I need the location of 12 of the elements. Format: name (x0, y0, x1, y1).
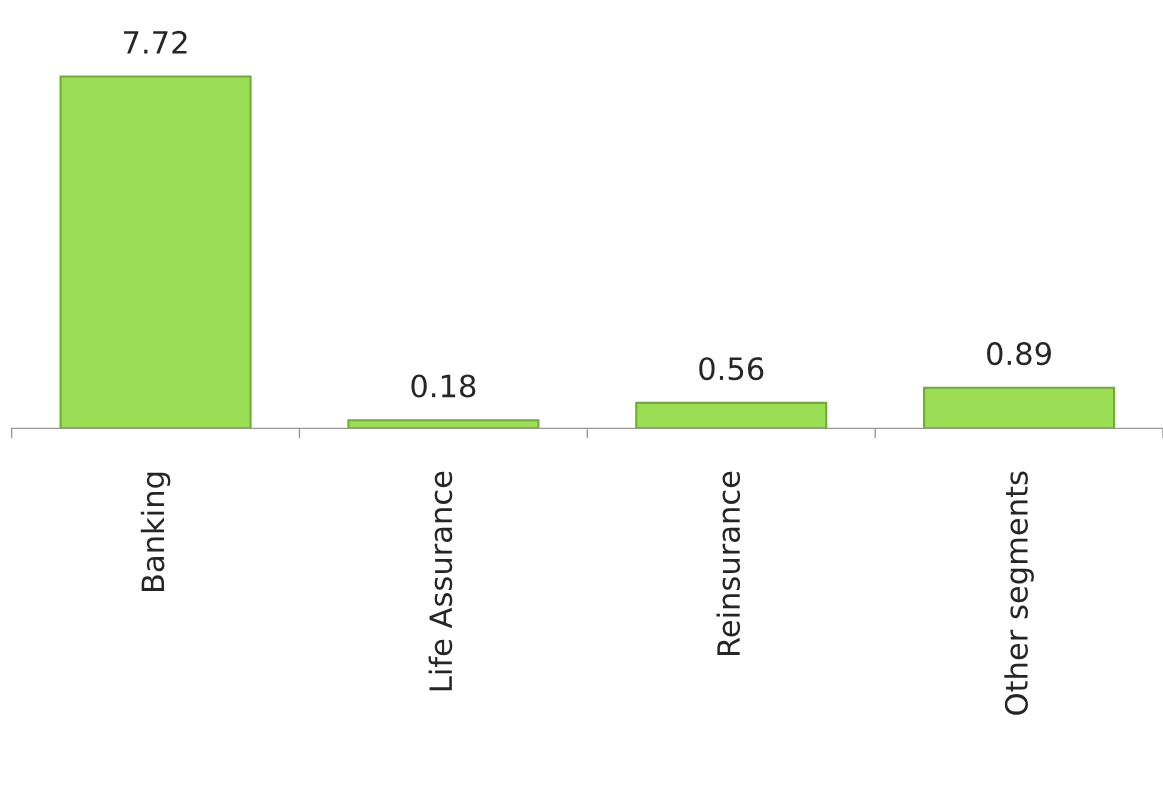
data-label: 0.89 (987, 342, 1051, 366)
x-tick-label: Reinsurance (716, 471, 741, 656)
bar (347, 419, 540, 429)
bar (923, 386, 1116, 429)
x-tick-label: Other segments (1004, 471, 1034, 715)
data-label: 7.72 (124, 30, 187, 54)
data-label: 0.18 (411, 374, 476, 398)
x-tick-label: Banking (140, 472, 171, 592)
bar (59, 75, 252, 429)
bar (635, 401, 828, 429)
data-label: 0.56 (699, 357, 764, 381)
x-tick-label: Life Assurance (428, 471, 453, 691)
